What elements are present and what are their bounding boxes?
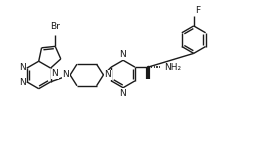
Text: Br: Br [50,22,60,31]
Text: N: N [119,50,125,59]
Text: F: F [195,6,200,15]
Text: N: N [62,70,69,80]
Text: N: N [104,70,111,80]
Text: N: N [119,89,125,98]
Text: N: N [19,78,26,87]
Text: NH₂: NH₂ [164,63,181,72]
Text: N: N [19,63,26,72]
Text: N: N [52,69,58,78]
